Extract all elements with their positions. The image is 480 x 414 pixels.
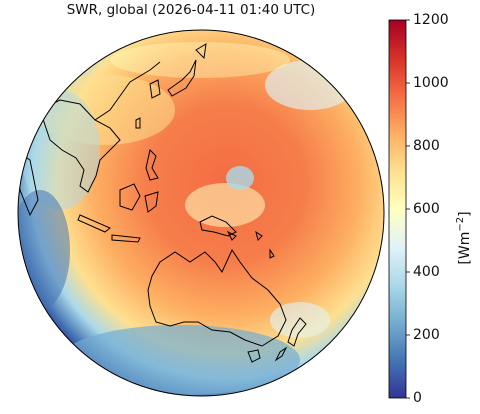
swr-field (18, 30, 384, 396)
coastlines (18, 43, 307, 363)
map-title: SWR, global (2026-04-11 01:40 UTC) (66, 2, 316, 18)
colorbar (388, 19, 407, 399)
colorbar-tick-marks (406, 19, 410, 399)
colorbar-label: [Wm−2] (455, 211, 473, 265)
globe-outline (17, 29, 385, 397)
